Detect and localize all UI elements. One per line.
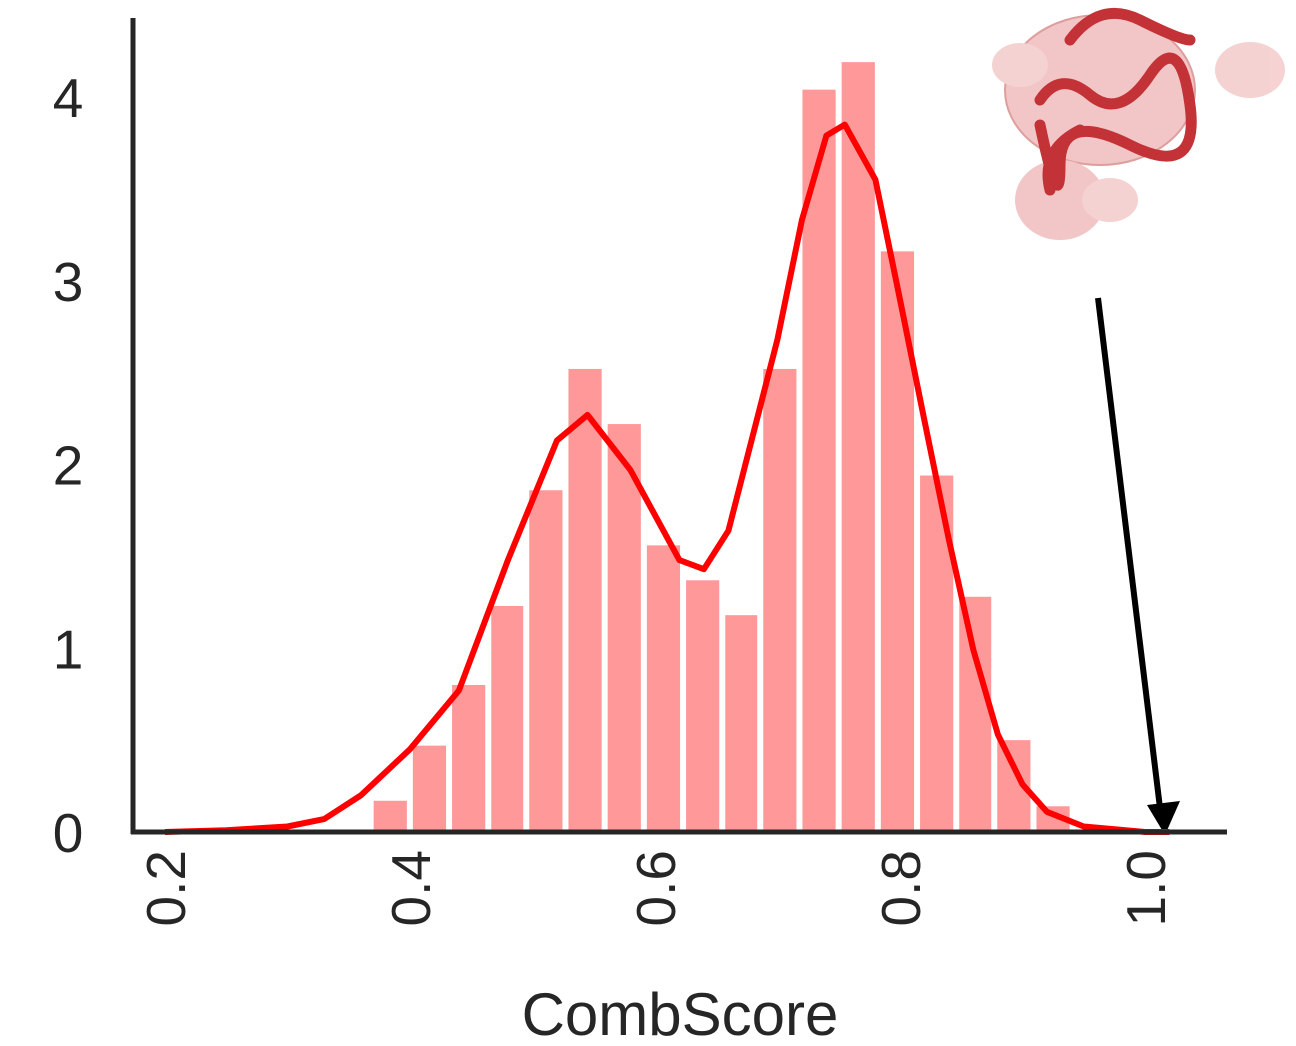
protein-illustration xyxy=(992,7,1285,240)
histogram-bar xyxy=(686,580,720,832)
x-tick-label: 0.6 xyxy=(625,850,687,926)
x-tick-label: 0.2 xyxy=(135,850,197,926)
histogram-bar xyxy=(763,368,797,832)
histogram-bar xyxy=(646,545,681,832)
histogram-bar xyxy=(802,89,836,833)
x-tick-label: 1.0 xyxy=(1115,850,1177,926)
plot-area xyxy=(164,62,1170,835)
y-tick-label: 2 xyxy=(53,435,84,497)
histogram-bar xyxy=(452,685,486,832)
histogram-bar xyxy=(607,424,641,832)
y-tick-label: 4 xyxy=(53,67,84,129)
annotation-arrow xyxy=(1095,297,1163,809)
kde-line xyxy=(164,121,1170,835)
histogram-bar xyxy=(373,800,407,832)
y-tick-label: 0 xyxy=(53,802,84,864)
histogram-bar xyxy=(412,745,447,832)
histogram-bar xyxy=(529,490,563,832)
y-tick-label: 1 xyxy=(53,618,84,680)
histogram-bar xyxy=(568,368,602,832)
annotation-arrowhead xyxy=(1147,801,1180,835)
histogram-bar xyxy=(959,596,992,832)
histogram-bar xyxy=(491,605,524,832)
histogram-bar xyxy=(725,615,758,832)
x-axis-label: CombScore xyxy=(522,981,839,1046)
x-tick-label: 0.4 xyxy=(380,850,442,926)
x-tick-label: 0.8 xyxy=(870,850,932,926)
histogram-bar xyxy=(841,62,875,833)
y-tick-label: 3 xyxy=(53,251,84,313)
